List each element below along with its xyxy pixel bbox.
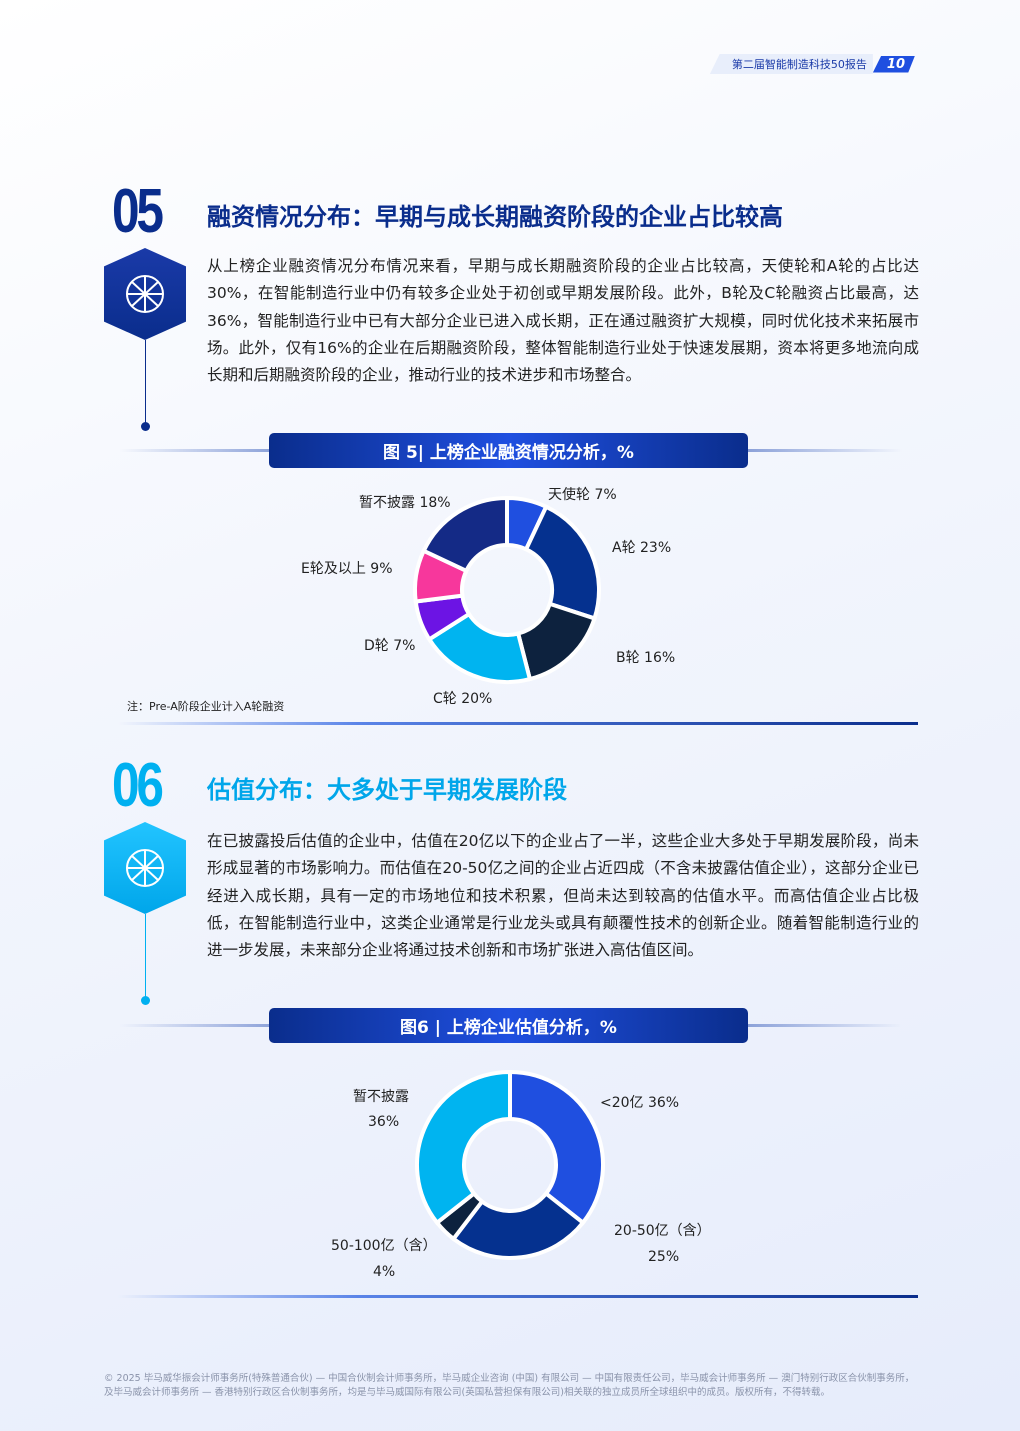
figure-title: 图 5| 上榜企业融资情况分析，% bbox=[269, 433, 748, 468]
network-icon bbox=[104, 822, 186, 914]
copyright-footer: © 2025 毕马威华振会计师事务所(特殊普通合伙) — 中国合伙制会计师事务所… bbox=[104, 1373, 915, 1398]
label-angel: 天使轮 7% bbox=[548, 487, 617, 503]
timeline-line bbox=[145, 340, 146, 425]
label-50-100-pct: 4% bbox=[373, 1264, 396, 1280]
figure-title: 图6 | 上榜企业估值分析，% bbox=[269, 1008, 748, 1043]
report-title: 第二届智能制造科技50报告 bbox=[709, 54, 873, 74]
donut-slice-3 bbox=[415, 1069, 512, 1226]
section-title: 估值分布：大多处于早期发展阶段 bbox=[207, 776, 567, 804]
section-number: 05 bbox=[112, 177, 164, 246]
label-20-50: 20-50亿（含） bbox=[614, 1223, 711, 1239]
label-50-100: 50-100亿（含） bbox=[331, 1238, 437, 1254]
label-undisclosed-pct: 36% bbox=[368, 1114, 400, 1130]
timeline-dot bbox=[141, 422, 150, 431]
timeline-dot bbox=[141, 996, 150, 1005]
donut-slice-6 bbox=[421, 495, 509, 574]
section-title: 融资情况分布：早期与成长期融资阶段的企业占比较高 bbox=[207, 203, 783, 231]
donut-chart-valuation bbox=[415, 1069, 605, 1260]
label-under-20: <20亿 36% bbox=[600, 1095, 680, 1111]
donut-slice-2 bbox=[515, 601, 598, 682]
label-undisclosed: 暂不披露 18% bbox=[359, 495, 451, 511]
section-body: 从上榜企业融资情况分布情况来看，早期与成长期融资阶段的企业占比较高，天使轮和A轮… bbox=[207, 257, 919, 385]
label-c: C轮 20% bbox=[433, 691, 493, 707]
page-header: 第二届智能制造科技50报告 10 bbox=[709, 54, 915, 74]
donut-slice-0 bbox=[508, 1069, 605, 1226]
section-number: 06 bbox=[112, 751, 164, 820]
section-body: 在已披露投后估值的企业中，估值在20亿以下的企业占了一半，这些企业大多处于早期发… bbox=[207, 832, 919, 960]
page-number: 10 bbox=[872, 55, 915, 73]
section-separator bbox=[118, 722, 918, 725]
timeline-line bbox=[145, 914, 146, 999]
chart-note: 注：Pre-A阶段企业计入A轮融资 bbox=[127, 700, 285, 713]
label-e: E轮及以上 9% bbox=[301, 561, 393, 577]
label-b: B轮 16% bbox=[616, 650, 676, 666]
network-icon bbox=[104, 248, 186, 340]
donut-slice-1 bbox=[450, 1190, 586, 1260]
label-d: D轮 7% bbox=[364, 638, 416, 654]
label-a: A轮 23% bbox=[612, 540, 672, 556]
label-undisclosed: 暂不披露 bbox=[353, 1089, 409, 1105]
label-20-50-pct: 25% bbox=[648, 1249, 680, 1265]
donut-slice-1 bbox=[523, 504, 601, 621]
section-separator bbox=[118, 1295, 918, 1298]
donut-chart-financing bbox=[413, 495, 601, 684]
